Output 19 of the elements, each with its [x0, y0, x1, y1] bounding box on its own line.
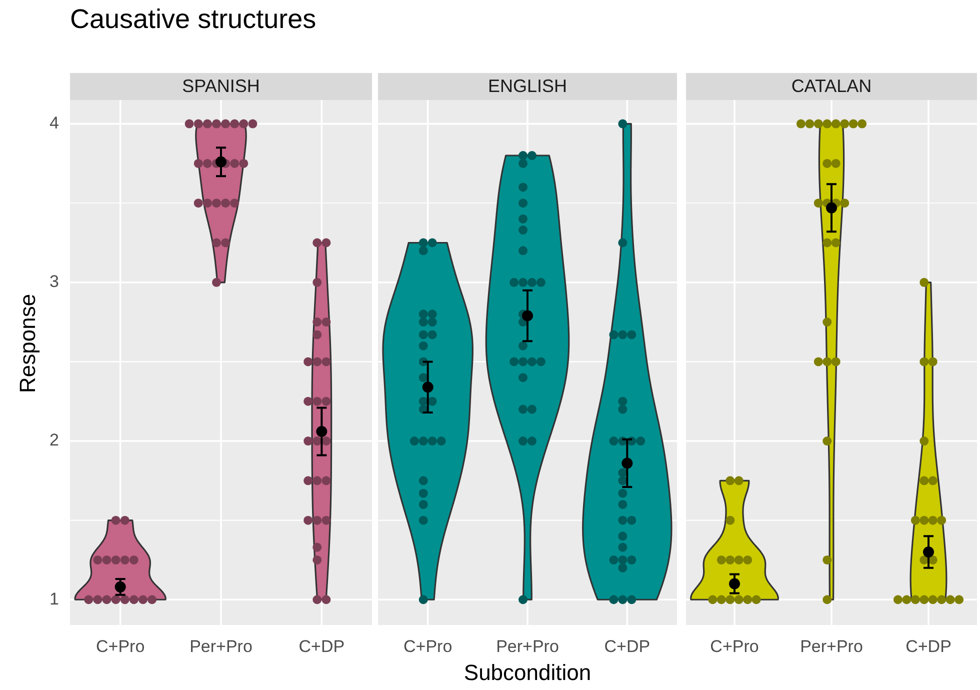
- x-tick-label: C+DP: [906, 636, 952, 656]
- x-tick-label: C+Pro: [403, 636, 452, 656]
- x-axis-title: Subcondition: [464, 660, 592, 686]
- chart-subtitle: ENGLISH: [378, 73, 677, 100]
- x-tick-label: C+Pro: [710, 636, 759, 656]
- y-tick-label: 2: [50, 430, 59, 450]
- y-axis-title: Response: [15, 294, 41, 393]
- chart-subtitle: CATALAN: [686, 73, 977, 100]
- x-tick-label: Per+Pro: [800, 636, 863, 656]
- x-tick-label: Per+Pro: [496, 636, 559, 656]
- x-tick-label: C+DP: [604, 636, 650, 656]
- y-tick-label: 1: [50, 589, 59, 608]
- chart-title: Causative structures: [70, 4, 316, 35]
- x-tick-label: C+DP: [298, 636, 345, 656]
- y-tick-label: 3: [50, 272, 59, 292]
- x-tick-label: C+Pro: [96, 636, 145, 656]
- x-tick-label: Per+Pro: [190, 636, 252, 656]
- y-tick-label: 4: [50, 113, 59, 132]
- chart-subtitle: SPANISH: [70, 73, 372, 100]
